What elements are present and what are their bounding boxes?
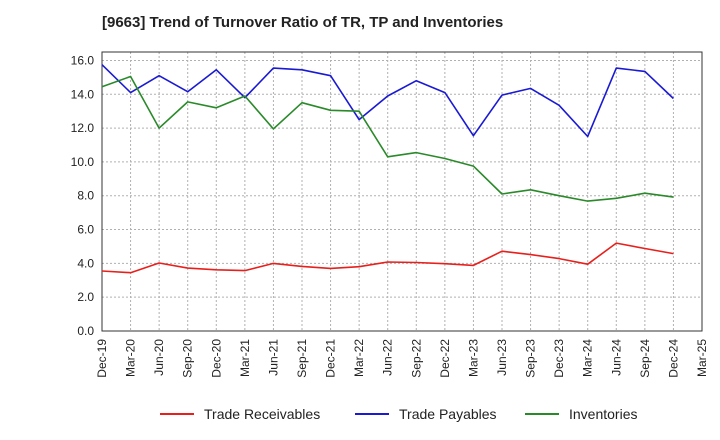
axes: 0.0 2.0 4.0 6.0 8.0 10.0 12.0 14.0 16.0 Dec-19 Mar… <box>71 51 709 378</box>
x-tick-label: Mar-21 <box>238 339 252 377</box>
y-tick-label: 10.0 <box>71 155 95 169</box>
x-tick-label: Dec-22 <box>438 339 452 378</box>
y-tick-label: 2.0 <box>77 290 94 304</box>
x-tick-label: Jun-23 <box>495 339 509 376</box>
x-tick-label: Jun-21 <box>266 339 280 376</box>
x-tick-label: Mar-23 <box>466 339 480 377</box>
y-tick-label: 4.0 <box>77 256 94 270</box>
x-tick-label: Mar-24 <box>581 339 595 377</box>
grid <box>102 52 702 331</box>
y-tick-label: 0.0 <box>77 324 94 338</box>
x-tick-label: Jun-24 <box>609 339 623 376</box>
x-tick-label: Sep-24 <box>638 339 652 378</box>
legend-label-0: Trade Receivables <box>204 406 320 422</box>
x-tick-label: Mar-22 <box>352 339 366 377</box>
series-line-2 <box>101 75 674 202</box>
y-tick-label: 6.0 <box>77 223 94 237</box>
y-tick-label: 8.0 <box>77 189 94 203</box>
y-tick-label: 12.0 <box>71 121 95 135</box>
legend-label-2: Inventories <box>569 406 637 422</box>
x-tick-label: Dec-23 <box>552 339 566 378</box>
series-line-1 <box>101 64 674 138</box>
series-line-0 <box>101 242 674 274</box>
x-tick-label: Dec-21 <box>324 339 338 378</box>
plot-frame <box>101 51 703 332</box>
x-tick-label: Jun-22 <box>381 339 395 376</box>
legend: Trade Receivables Trade Payables Inventori… <box>160 406 637 422</box>
x-tick-label: Mar-20 <box>124 339 138 377</box>
x-tick-label: Dec-20 <box>209 339 223 378</box>
x-tick-label: Mar-25 <box>695 339 709 377</box>
y-tick-label: 16.0 <box>71 53 95 67</box>
x-tick-label: Jun-20 <box>152 339 166 376</box>
series-lines <box>101 64 674 274</box>
x-tick-label: Sep-20 <box>181 339 195 378</box>
chart-title: [9663] Trend of Turnover Ratio of TR, TP… <box>102 14 504 31</box>
legend-label-1: Trade Payables <box>399 406 497 422</box>
x-tick-label: Dec-19 <box>95 339 109 378</box>
x-tick-label: Sep-22 <box>409 339 423 378</box>
x-tick-label: Sep-21 <box>295 339 309 378</box>
y-tick-label: 14.0 <box>71 87 95 101</box>
x-tick-label: Sep-23 <box>524 339 538 378</box>
x-tick-label: Dec-24 <box>666 339 680 378</box>
